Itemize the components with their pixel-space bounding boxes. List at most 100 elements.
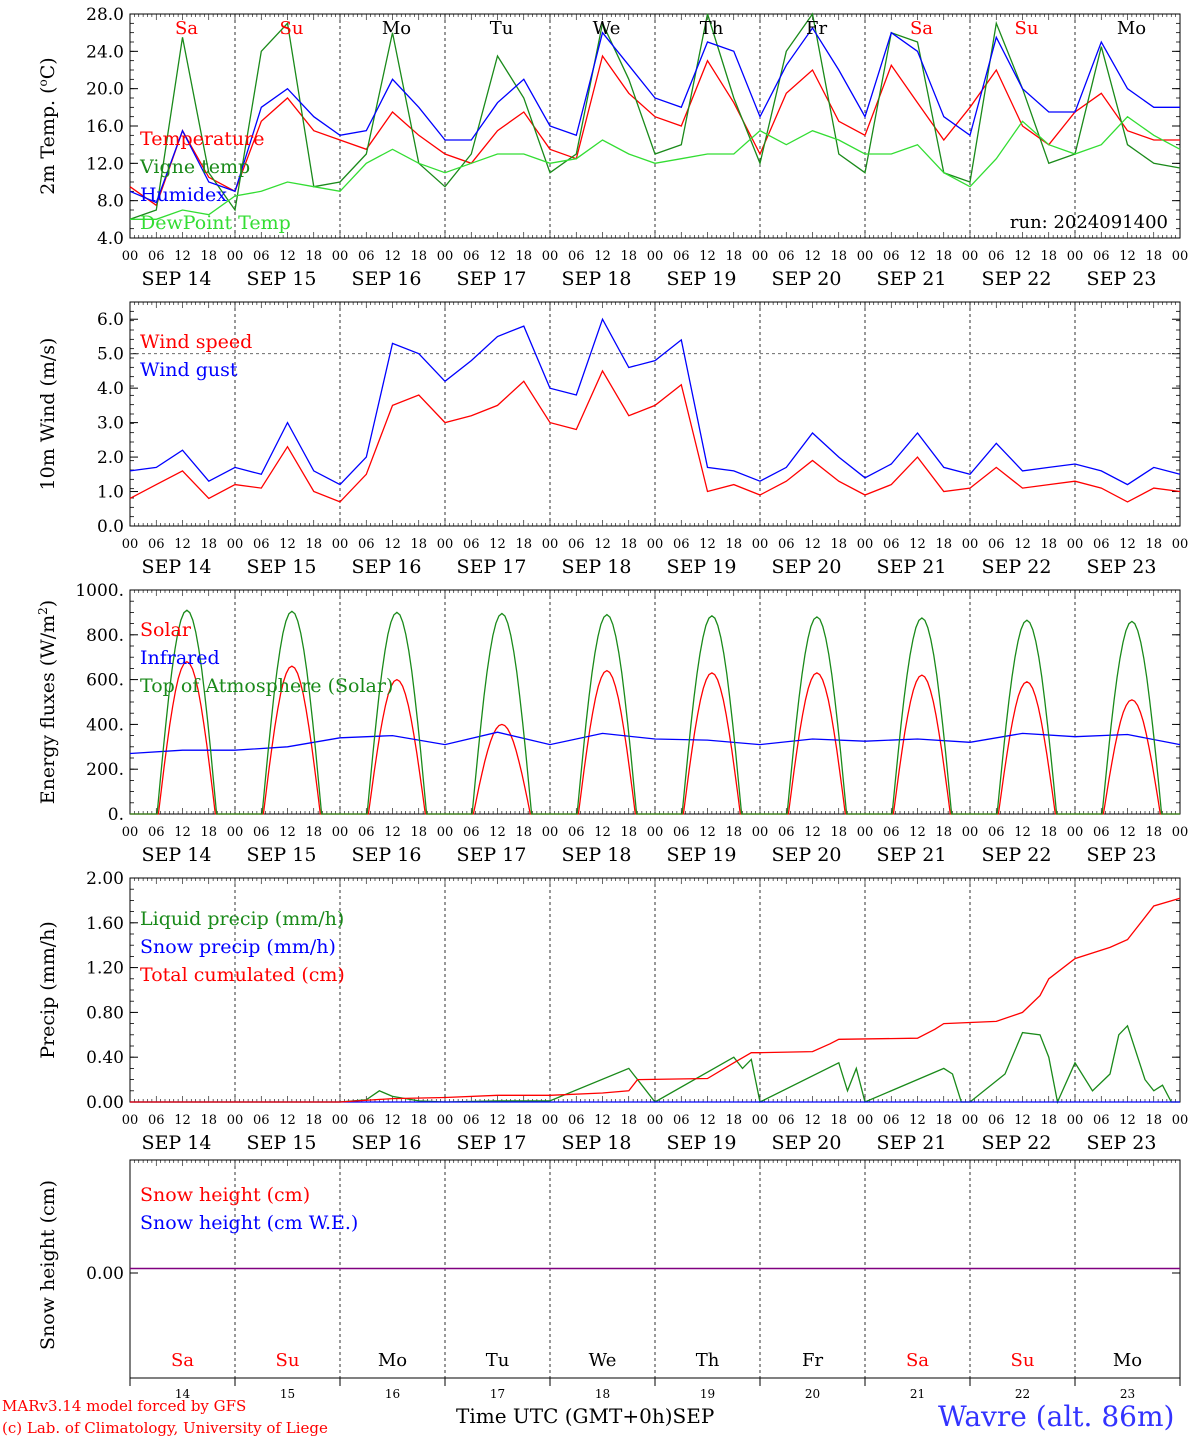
hour-tick-label: 18 bbox=[200, 537, 217, 552]
hour-tick-label: 00 bbox=[332, 249, 349, 264]
hour-tick-label: 18 bbox=[410, 825, 427, 840]
hour-tick-label: 00 bbox=[437, 537, 454, 552]
hour-tick-label: 00 bbox=[332, 825, 349, 840]
hour-tick-label: 00 bbox=[227, 1113, 244, 1128]
hour-tick-label: 12 bbox=[174, 825, 191, 840]
date-tick-label: SEP 20 bbox=[772, 844, 842, 866]
hour-tick-label: 12 bbox=[909, 249, 926, 264]
y-tick-label: 0. bbox=[108, 805, 124, 825]
date-tick-label: SEP 14 bbox=[142, 1132, 212, 1154]
legend-entry: Solar bbox=[140, 619, 192, 641]
date-tick-label: SEP 15 bbox=[247, 268, 317, 290]
date-tick-label: SEP 18 bbox=[562, 556, 632, 578]
legend-entry: Infrared bbox=[140, 647, 220, 669]
date-tick-label: SEP 19 bbox=[667, 268, 737, 290]
hour-tick-label: 12 bbox=[804, 1113, 821, 1128]
y-tick-label: 600. bbox=[86, 671, 124, 691]
weekday-label: Su bbox=[276, 1350, 300, 1371]
hour-tick-label: 18 bbox=[1145, 825, 1162, 840]
hour-tick-label: 06 bbox=[1093, 537, 1110, 552]
hour-tick-label: 12 bbox=[699, 537, 716, 552]
hour-tick-label: 18 bbox=[305, 825, 322, 840]
hour-tick-label: 12 bbox=[804, 249, 821, 264]
hour-tick-label: 18 bbox=[935, 249, 952, 264]
y-tick-label: 6.0 bbox=[97, 310, 124, 330]
date-tick-label: SEP 18 bbox=[562, 1132, 632, 1154]
series-line-wind-gust bbox=[129, 317, 1181, 486]
hour-tick-label: 06 bbox=[988, 1113, 1005, 1128]
date-tick-label: SEP 21 bbox=[877, 844, 947, 866]
hour-tick-label: 12 bbox=[174, 1113, 191, 1128]
hour-tick-label: 12 bbox=[804, 537, 821, 552]
y-axis-label: Snow height (cm) bbox=[37, 1180, 59, 1350]
y-axis-label: 2m Temp. (oC) bbox=[36, 57, 59, 194]
weekday-label: Sa bbox=[910, 18, 933, 39]
hour-tick-label: 00 bbox=[542, 1113, 559, 1128]
hour-tick-label: 18 bbox=[305, 249, 322, 264]
day-number-label: 14 bbox=[175, 1387, 191, 1401]
legend-entry: Vigne temp bbox=[139, 156, 250, 178]
date-tick-label: SEP 17 bbox=[457, 268, 527, 290]
hour-tick-label: 06 bbox=[568, 537, 585, 552]
run-annotation: run: 2024091400 bbox=[1010, 212, 1168, 233]
hour-tick-label: 12 bbox=[1119, 249, 1136, 264]
hour-tick-label: 00 bbox=[227, 249, 244, 264]
hour-tick-label: 12 bbox=[174, 537, 191, 552]
hour-tick-label: 06 bbox=[883, 825, 900, 840]
hour-tick-label: 18 bbox=[1145, 1113, 1162, 1128]
hour-tick-label: 18 bbox=[1145, 537, 1162, 552]
y-tick-label: 28.0 bbox=[86, 5, 124, 25]
hour-tick-label: 06 bbox=[148, 1113, 165, 1128]
y-tick-label: 0.40 bbox=[86, 1048, 124, 1068]
y-tick-label: 200. bbox=[86, 760, 124, 780]
hour-tick-label: 12 bbox=[1119, 825, 1136, 840]
date-tick-label: SEP 14 bbox=[142, 268, 212, 290]
time-axis-label: Time UTC (GMT+0h)SEP bbox=[456, 1404, 714, 1428]
legend-entry: Top of Atmosphere (Solar) bbox=[140, 675, 393, 697]
hour-tick-label: 18 bbox=[620, 537, 637, 552]
hour-tick-label: 18 bbox=[515, 825, 532, 840]
hour-tick-label: 06 bbox=[463, 825, 480, 840]
hour-tick-label: 18 bbox=[725, 249, 742, 264]
hour-tick-label: 18 bbox=[1040, 1113, 1057, 1128]
date-tick-label: SEP 19 bbox=[667, 844, 737, 866]
panel-frame bbox=[129, 301, 1181, 527]
hour-tick-label: 00 bbox=[1067, 249, 1084, 264]
hour-tick-label: 12 bbox=[489, 1113, 506, 1128]
hour-tick-label: 18 bbox=[1040, 249, 1057, 264]
legend-entry: Humidex bbox=[140, 184, 227, 206]
hour-tick-label: 12 bbox=[279, 537, 296, 552]
hour-tick-label: 18 bbox=[935, 537, 952, 552]
y-tick-label: 12.0 bbox=[86, 154, 124, 174]
date-tick-label: SEP 16 bbox=[352, 268, 422, 290]
lab-credit: (c) Lab. of Climatology, University of L… bbox=[2, 1419, 328, 1437]
y-tick-label: 1000. bbox=[75, 581, 124, 601]
hour-tick-label: 06 bbox=[463, 1113, 480, 1128]
date-tick-label: SEP 23 bbox=[1087, 844, 1157, 866]
hour-tick-label: 06 bbox=[778, 1113, 795, 1128]
date-tick-label: SEP 23 bbox=[1087, 1132, 1157, 1154]
weekday-label: Tu bbox=[490, 18, 514, 39]
day-number-label: 17 bbox=[490, 1387, 505, 1401]
hour-tick-label: 12 bbox=[909, 1113, 926, 1128]
hour-tick-label: 18 bbox=[305, 537, 322, 552]
hour-tick-label: 12 bbox=[1014, 537, 1031, 552]
hour-tick-label: 18 bbox=[830, 1113, 847, 1128]
hour-tick-label: 00 bbox=[437, 249, 454, 264]
hour-tick-label: 06 bbox=[253, 249, 270, 264]
series-line-dewpoint-temp bbox=[130, 115, 1181, 220]
hour-tick-label: 00 bbox=[752, 1113, 769, 1128]
hour-tick-label: 12 bbox=[384, 249, 401, 264]
date-tick-label: SEP 18 bbox=[562, 268, 632, 290]
date-tick-label: SEP 23 bbox=[1087, 556, 1157, 578]
y-tick-label: 4.0 bbox=[97, 229, 124, 249]
weekday-label: Th bbox=[696, 1350, 720, 1371]
y-tick-label: 0.00 bbox=[86, 1264, 124, 1284]
hour-tick-label: 12 bbox=[489, 825, 506, 840]
hour-tick-label: 12 bbox=[384, 1113, 401, 1128]
hour-tick-label: 06 bbox=[673, 537, 690, 552]
hour-tick-label: 00 bbox=[227, 537, 244, 552]
legend-entry: Liquid precip (mm/h) bbox=[140, 908, 344, 930]
date-tick-label: SEP 19 bbox=[667, 1132, 737, 1154]
